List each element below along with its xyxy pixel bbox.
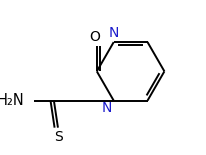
- Text: N: N: [109, 26, 119, 40]
- Text: O: O: [90, 30, 101, 44]
- Text: N: N: [102, 101, 112, 115]
- Text: S: S: [54, 130, 63, 144]
- Text: H₂N: H₂N: [0, 93, 24, 108]
